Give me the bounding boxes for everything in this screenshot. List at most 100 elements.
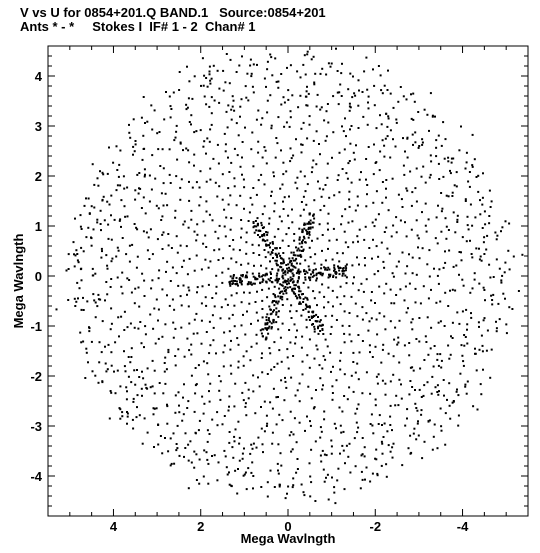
uv-point: [179, 141, 182, 144]
uv-point: [271, 301, 274, 304]
uv-point: [430, 160, 433, 163]
uv-point: [347, 162, 350, 165]
uv-point: [287, 227, 290, 230]
uv-point: [440, 429, 443, 432]
uv-point: [366, 184, 369, 186]
uv-point: [221, 271, 224, 274]
uv-point: [277, 268, 280, 271]
uv-point: [281, 419, 284, 422]
uv-point: [106, 200, 109, 203]
uv-point: [233, 325, 236, 328]
uv-point: [337, 174, 340, 177]
uv-point: [387, 69, 389, 72]
uv-point: [492, 276, 495, 278]
uv-point: [253, 282, 256, 285]
uv-point: [190, 209, 193, 212]
uv-point: [182, 149, 184, 152]
uv-point: [348, 105, 351, 108]
uv-point: [300, 201, 303, 203]
uv-point: [118, 163, 121, 166]
uv-point: [408, 282, 411, 285]
uv-point: [325, 73, 328, 76]
uv-point: [299, 214, 302, 217]
uv-point: [465, 151, 468, 154]
uv-point: [367, 107, 370, 110]
uv-point: [366, 88, 369, 91]
uv-point: [202, 475, 205, 478]
uv-point: [209, 79, 212, 82]
uv-point: [190, 114, 193, 117]
uv-point: [327, 247, 329, 250]
uv-point: [155, 407, 158, 410]
uv-point: [275, 307, 278, 310]
uv-point: [251, 203, 254, 206]
uv-point: [261, 308, 264, 310]
uv-point: [298, 302, 301, 305]
uv-point: [309, 475, 312, 478]
uv-point: [141, 370, 143, 373]
uv-point: [157, 148, 160, 151]
uv-point: [126, 412, 129, 415]
uv-point: [231, 95, 234, 98]
uv-point: [421, 138, 424, 141]
uv-point: [260, 123, 263, 126]
uv-point: [233, 440, 236, 443]
uv-point: [334, 270, 337, 273]
uv-point: [307, 92, 310, 95]
uv-point: [237, 284, 239, 287]
uv-point: [282, 200, 284, 203]
uv-point: [379, 114, 381, 117]
uv-point: [174, 136, 177, 139]
uv-point: [96, 218, 99, 221]
uv-point: [398, 361, 401, 364]
uv-point: [194, 367, 197, 369]
uv-point: [489, 206, 492, 208]
uv-point: [187, 286, 190, 289]
uv-point: [173, 462, 176, 465]
uv-point: [264, 149, 267, 152]
uv-point: [308, 366, 311, 369]
uv-point: [228, 395, 231, 398]
uv-point: [280, 379, 283, 382]
uv-point: [478, 247, 480, 250]
uv-point: [270, 124, 273, 127]
uv-point: [282, 260, 285, 263]
uv-point: [123, 365, 126, 368]
uv-point: [149, 228, 152, 231]
uv-point: [345, 267, 348, 270]
uv-point: [176, 424, 179, 427]
uv-point: [398, 319, 401, 322]
uv-point: [119, 184, 122, 187]
uv-point: [481, 196, 484, 199]
uv-point: [130, 347, 133, 350]
uv-point: [315, 279, 318, 282]
uv-point: [235, 122, 238, 125]
uv-point: [94, 301, 97, 304]
uv-point: [235, 280, 238, 283]
uv-point: [123, 310, 126, 313]
uv-point: [341, 252, 344, 255]
uv-point: [389, 288, 392, 291]
uv-point: [396, 343, 399, 346]
uv-point: [126, 422, 128, 425]
uv-point: [138, 172, 141, 174]
uv-point: [94, 272, 97, 275]
uv-point: [446, 398, 448, 401]
uv-point: [285, 280, 288, 283]
uv-point: [243, 186, 246, 189]
uv-point: [254, 277, 257, 280]
uv-point: [114, 392, 117, 395]
uv-point: [469, 203, 472, 206]
uv-point: [271, 442, 274, 445]
uv-point: [175, 130, 178, 133]
uv-point: [367, 101, 369, 104]
uv-point: [365, 158, 368, 160]
uv-point: [257, 244, 260, 247]
uv-point: [377, 373, 380, 376]
uv-point: [86, 300, 89, 303]
uv-point: [265, 319, 268, 321]
uv-point: [136, 255, 139, 258]
uv-point: [273, 309, 275, 312]
uv-point: [305, 270, 308, 273]
uv-point: [505, 332, 508, 335]
